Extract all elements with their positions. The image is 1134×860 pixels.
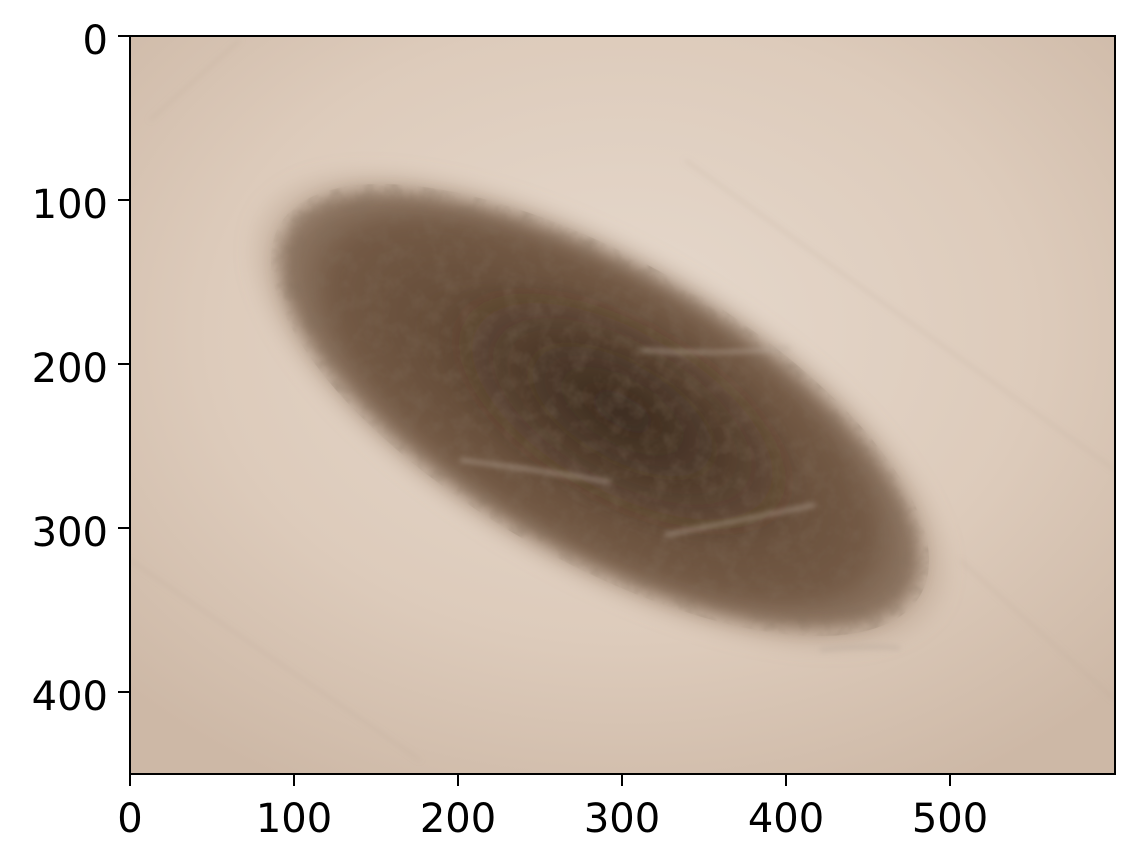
hairs: [459, 346, 901, 652]
x-tick-label: 100: [256, 796, 332, 842]
x-tick-label: 200: [420, 796, 496, 842]
x-tick-label: 300: [584, 796, 660, 842]
x-axis: 0 100 200 300 400 500: [117, 774, 988, 842]
x-tick-label: 400: [748, 796, 824, 842]
skin-lines: [130, 39, 1115, 761]
x-tick-label: 0: [117, 796, 142, 842]
y-axis: 0 100 200 300 400: [32, 18, 130, 720]
y-tick-label: 0: [83, 18, 108, 64]
x-tick-label: 500: [912, 796, 988, 842]
y-tick-label: 100: [32, 182, 108, 228]
y-tick-label: 300: [32, 510, 108, 556]
y-tick-label: 400: [32, 674, 108, 720]
lesion: [243, 164, 957, 656]
lesion-image: [130, 36, 1115, 774]
y-tick-label: 200: [32, 346, 108, 392]
